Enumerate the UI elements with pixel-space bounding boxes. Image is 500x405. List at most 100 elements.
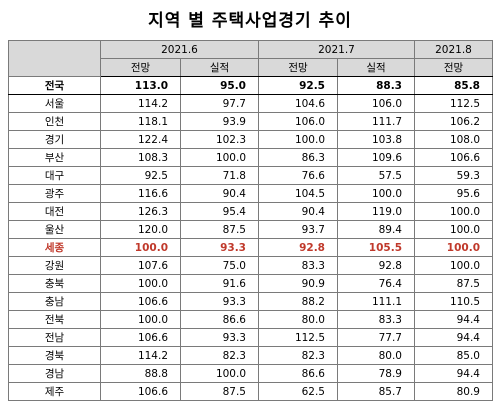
value-cell: 83.3	[258, 256, 338, 275]
table-row: 부산 108.3 100.0 86.3 109.6 106.6	[8, 148, 493, 167]
region-cell: 제주	[8, 382, 101, 401]
value-cell: 100.0	[414, 202, 493, 221]
value-cell: 111.1	[337, 292, 415, 311]
period-header: 2021.6	[100, 40, 259, 59]
value-cell: 106.6	[100, 292, 181, 311]
table-row: 인천 118.1 93.9 106.0 111.7 106.2	[8, 112, 493, 131]
value-cell: 93.9	[180, 112, 259, 131]
value-cell: 92.8	[258, 238, 338, 257]
value-cell: 87.5	[180, 220, 259, 239]
value-cell: 88.8	[100, 364, 181, 383]
region-cell: 대구	[8, 166, 101, 185]
period-header: 2021.7	[258, 40, 415, 59]
value-cell: 80.9	[414, 382, 493, 401]
value-cell: 82.3	[180, 346, 259, 365]
value-cell: 94.4	[414, 310, 493, 329]
region-cell: 세종	[8, 238, 101, 257]
table-title: 지역 별 주택사업경기 추이	[148, 11, 352, 31]
value-cell: 95.0	[180, 76, 259, 95]
period-header-row: 2021.6 2021.7 2021.8	[8, 40, 493, 77]
value-cell: 80.0	[258, 310, 338, 329]
value-cell: 86.6	[180, 310, 259, 329]
column-header: 전망	[414, 58, 493, 77]
table-row: 전남 106.6 93.3 112.5 77.7 94.4	[8, 328, 493, 347]
region-cell: 경기	[8, 130, 101, 149]
value-cell: 106.6	[100, 382, 181, 401]
value-cell: 87.5	[180, 382, 259, 401]
table-row: 광주 116.6 90.4 104.5 100.0 95.6	[8, 184, 493, 203]
value-cell: 75.0	[180, 256, 259, 275]
value-cell: 80.0	[337, 346, 415, 365]
column-header: 전망	[258, 58, 338, 77]
value-cell: 90.9	[258, 274, 338, 293]
region-cell: 광주	[8, 184, 101, 203]
value-cell: 78.9	[337, 364, 415, 383]
value-cell: 106.6	[100, 328, 181, 347]
value-cell: 59.3	[414, 166, 493, 185]
value-cell: 85.0	[414, 346, 493, 365]
value-cell: 116.6	[100, 184, 181, 203]
value-cell: 85.7	[337, 382, 415, 401]
value-cell: 89.4	[337, 220, 415, 239]
region-cell: 부산	[8, 148, 101, 167]
value-cell: 62.5	[258, 382, 338, 401]
value-cell: 112.5	[414, 94, 493, 113]
value-cell: 112.5	[258, 328, 338, 347]
value-cell: 106.2	[414, 112, 493, 131]
period-header: 2021.8	[414, 40, 493, 59]
table-row: 전국 113.0 95.0 92.5 88.3 85.8	[8, 76, 493, 95]
value-cell: 87.5	[414, 274, 493, 293]
value-cell: 109.6	[337, 148, 415, 167]
table-row: 경기 122.4 102.3 100.0 103.8 108.0	[8, 130, 493, 149]
value-cell: 114.2	[100, 94, 181, 113]
value-cell: 93.3	[180, 292, 259, 311]
value-cell: 76.4	[337, 274, 415, 293]
value-cell: 94.4	[414, 364, 493, 383]
value-cell: 110.5	[414, 292, 493, 311]
region-cell: 대전	[8, 202, 101, 221]
table-row: 세종 100.0 93.3 92.8 105.5 100.0	[8, 238, 493, 257]
column-header: 실적	[180, 58, 259, 77]
value-cell: 86.6	[258, 364, 338, 383]
region-cell: 전남	[8, 328, 101, 347]
value-cell: 119.0	[337, 202, 415, 221]
value-cell: 93.7	[258, 220, 338, 239]
value-cell: 91.6	[180, 274, 259, 293]
table-row: 충남 106.6 93.3 88.2 111.1 110.5	[8, 292, 493, 311]
value-cell: 108.0	[414, 130, 493, 149]
value-cell: 100.0	[337, 184, 415, 203]
table-row: 경남 88.8 100.0 86.6 78.9 94.4	[8, 364, 493, 383]
value-cell: 100.0	[258, 130, 338, 149]
value-cell: 120.0	[100, 220, 181, 239]
value-cell: 100.0	[414, 238, 493, 257]
value-cell: 107.6	[100, 256, 181, 275]
value-cell: 103.8	[337, 130, 415, 149]
value-cell: 126.3	[100, 202, 181, 221]
table-row: 경북 114.2 82.3 82.3 80.0 85.0	[8, 346, 493, 365]
value-cell: 77.7	[337, 328, 415, 347]
value-cell: 92.5	[258, 76, 338, 95]
value-cell: 106.0	[258, 112, 338, 131]
table-row: 제주 106.6 87.5 62.5 85.7 80.9	[8, 382, 493, 401]
value-cell: 93.3	[180, 238, 259, 257]
housing-business-table: 2021.6 2021.7 2021.8 전망 실적 전망 실적 전망 전국 11…	[8, 40, 493, 401]
column-header: 전망	[100, 58, 181, 77]
column-header: 실적	[337, 58, 415, 77]
region-cell: 울산	[8, 220, 101, 239]
value-cell: 90.4	[180, 184, 259, 203]
table-row: 충북 100.0 91.6 90.9 76.4 87.5	[8, 274, 493, 293]
value-cell: 102.3	[180, 130, 259, 149]
value-cell: 113.0	[100, 76, 181, 95]
table-row: 울산 120.0 87.5 93.7 89.4 100.0	[8, 220, 493, 239]
region-cell: 전북	[8, 310, 101, 329]
region-cell: 충남	[8, 292, 101, 311]
value-cell: 97.7	[180, 94, 259, 113]
value-cell: 95.6	[414, 184, 493, 203]
value-cell: 104.5	[258, 184, 338, 203]
subheader-row: 전망 실적 전망 실적 전망	[9, 58, 493, 77]
value-cell: 100.0	[414, 220, 493, 239]
region-cell: 경남	[8, 364, 101, 383]
value-cell: 111.7	[337, 112, 415, 131]
value-cell: 100.0	[414, 256, 493, 275]
value-cell: 83.3	[337, 310, 415, 329]
